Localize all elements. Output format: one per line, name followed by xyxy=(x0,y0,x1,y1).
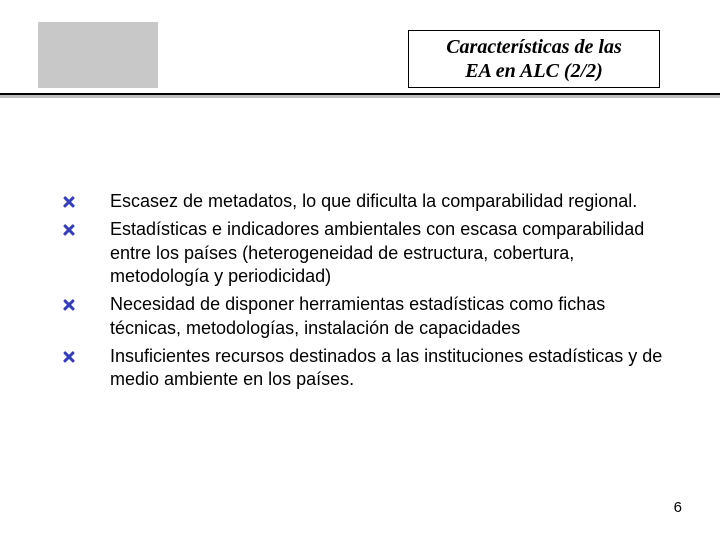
cross-icon xyxy=(62,298,76,312)
title-line-1: Características de las xyxy=(446,35,622,59)
list-item: Escasez de metadatos, lo que dificulta l… xyxy=(62,190,672,214)
header-divider-shadow xyxy=(0,95,720,98)
list-item: Necesidad de disponer herramientas estad… xyxy=(62,293,672,341)
title-box: Características de las EA en ALC (2/2) xyxy=(408,30,660,88)
bullet-text: Escasez de metadatos, lo que dificulta l… xyxy=(110,190,672,214)
cross-icon xyxy=(62,350,76,364)
title-line-2: EA en ALC (2/2) xyxy=(465,59,603,83)
header-band: Características de las EA en ALC (2/2) xyxy=(0,22,720,88)
cross-icon xyxy=(62,223,76,237)
slide: Características de las EA en ALC (2/2) E… xyxy=(0,0,720,540)
bullet-text: Necesidad de disponer herramientas estad… xyxy=(110,293,672,341)
list-item: Insuficientes recursos destinados a las … xyxy=(62,345,672,393)
page-number: 6 xyxy=(674,499,682,516)
list-item: Estadísticas e indicadores ambientales c… xyxy=(62,218,672,289)
bullet-text: Estadísticas e indicadores ambientales c… xyxy=(110,218,672,289)
header-grey-block xyxy=(38,22,158,88)
cross-icon xyxy=(62,195,76,209)
bullet-text: Insuficientes recursos destinados a las … xyxy=(110,345,672,393)
content-area: Escasez de metadatos, lo que dificulta l… xyxy=(62,190,672,396)
bullet-list: Escasez de metadatos, lo que dificulta l… xyxy=(62,190,672,392)
